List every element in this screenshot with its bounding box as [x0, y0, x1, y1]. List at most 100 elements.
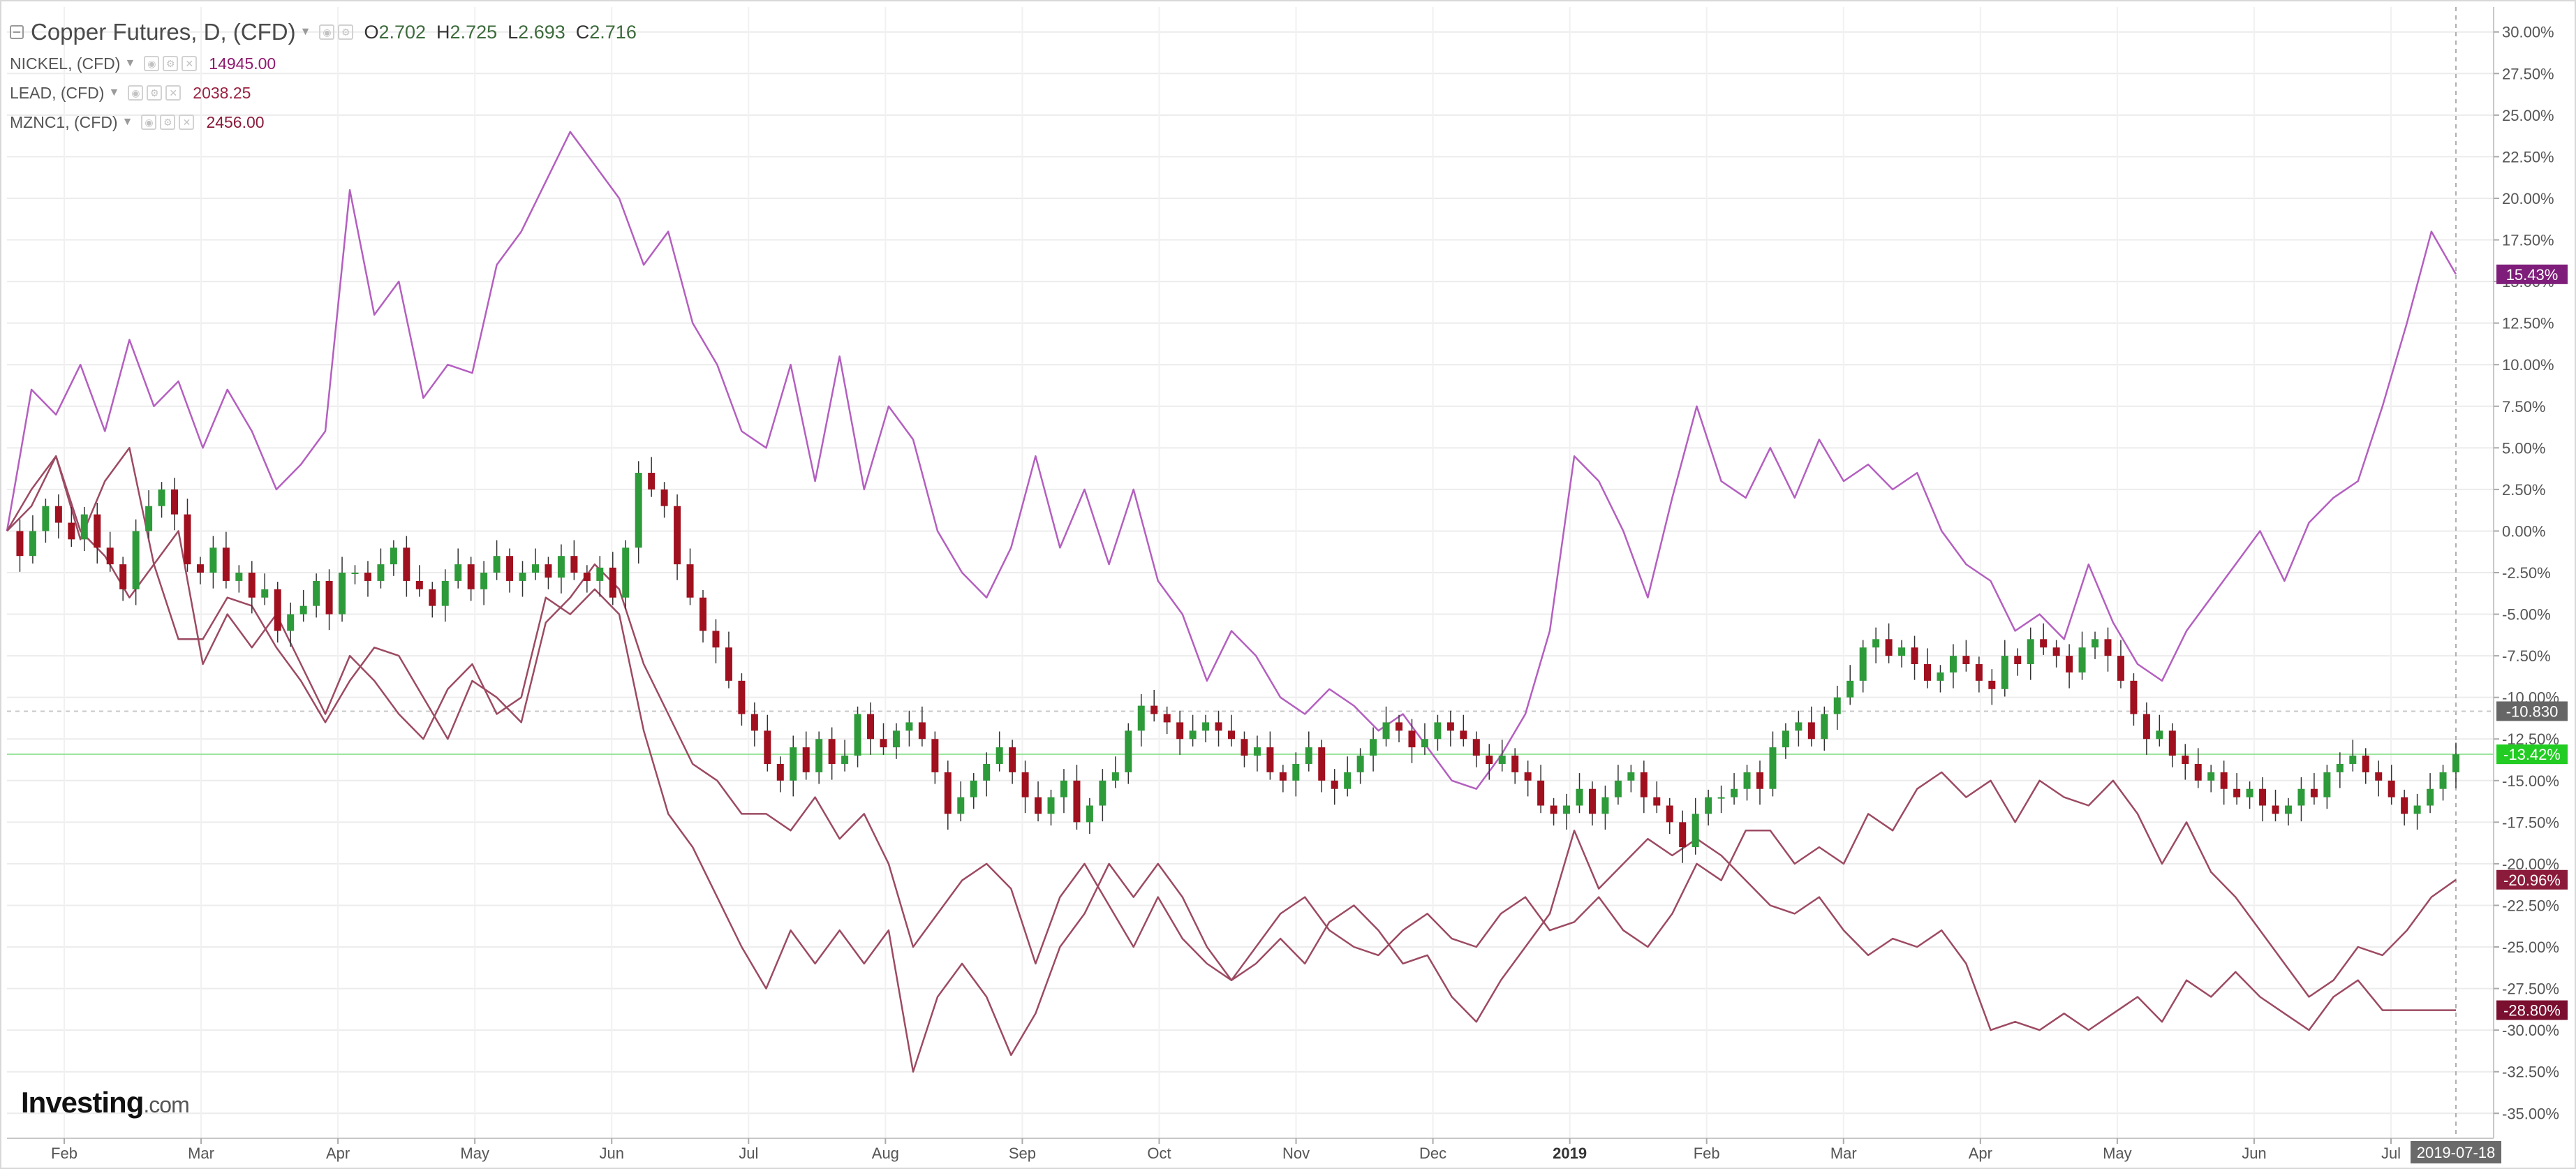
x-tick-label: Feb [51, 1145, 77, 1162]
last-value-badges: -10.830 15.43% -13.42% -20.96% -28.80% 2019-0… [2411, 264, 2568, 1163]
candle-body [2297, 788, 2305, 806]
x-tick-label: Jun [2242, 1145, 2266, 1162]
candle-body [699, 597, 707, 631]
copper-candles [16, 457, 2459, 863]
candle-body [29, 531, 36, 557]
candle-body [506, 556, 514, 581]
chevron-down-icon[interactable]: ▼ [121, 116, 133, 128]
grid [7, 7, 2494, 1138]
badge-lead-bg [2496, 869, 2568, 890]
candle-body [2052, 647, 2060, 656]
x-tick-label: Mar [188, 1145, 214, 1162]
gear-icon[interactable]: ⚙ [163, 56, 179, 71]
candle-body [519, 573, 526, 581]
legend-label-zinc[interactable]: MZNC1, (CFD) [10, 112, 118, 131]
candle-body [828, 739, 836, 764]
eye-icon[interactable]: ◉ [128, 85, 144, 101]
candle-body [441, 580, 449, 606]
candle-body [1202, 722, 1210, 731]
candle-body [2156, 730, 2163, 740]
candle-body [1614, 780, 1622, 797]
candle-body [1125, 730, 1132, 772]
high-label: H [436, 21, 450, 43]
candle-body [2427, 788, 2434, 806]
candle-body [1666, 805, 1673, 823]
candle-body [106, 547, 114, 565]
eye-icon[interactable]: ◉ [319, 24, 335, 40]
y-tick-label: 2.50% [2502, 481, 2545, 499]
candle-body [1731, 788, 1738, 797]
high-value: 2.725 [450, 21, 498, 43]
candle-body [1318, 747, 1326, 781]
eye-icon[interactable]: ◉ [141, 115, 157, 130]
candle-body [841, 756, 849, 764]
collapse-legend-icon[interactable] [10, 25, 24, 39]
x-axis[interactable]: Feb Mar Apr May Jun Jul Aug Sep Oct Nov Dec 2019 Feb… [51, 1138, 2401, 1162]
y-tick-label: -25.00% [2502, 939, 2559, 956]
candle-body [1846, 680, 1854, 698]
candle-body [1073, 780, 1081, 823]
crosshair-date-bg [2411, 1141, 2501, 1163]
candle-body [119, 564, 127, 589]
main-series-header: Copper Futures, D, (CFD) ▼ ◉ ⚙ O2.702 H2… [10, 15, 649, 49]
candle-body [2349, 756, 2357, 764]
candle-body [892, 730, 900, 748]
candle-body [995, 747, 1003, 764]
candle-body [1163, 714, 1171, 723]
candle-body [2078, 647, 2086, 672]
y-tick-label: -17.50% [2502, 814, 2559, 831]
candle-body [2284, 805, 2292, 814]
chevron-down-icon[interactable]: ▼ [299, 26, 311, 38]
candle-body [2310, 788, 2318, 797]
legend-label-nickel[interactable]: NICKEL, (CFD) [10, 54, 121, 73]
gear-icon[interactable]: ⚙ [338, 24, 354, 40]
badge-price-line: -10.830 [2506, 703, 2559, 720]
x-tick-label: Mar [1830, 1145, 1857, 1162]
candle-body [1331, 780, 1338, 789]
candle-body [1756, 772, 1763, 789]
candle-body [1241, 739, 1248, 756]
candle-body [1795, 722, 1803, 731]
candle-body [648, 473, 656, 490]
candle-body [1434, 722, 1442, 740]
y-tick-label: 10.00% [2502, 356, 2554, 374]
candle-body [609, 567, 616, 598]
close-icon[interactable]: ✕ [182, 56, 198, 71]
candle-body [2452, 754, 2459, 772]
candle-body [493, 556, 501, 573]
candle-body [983, 763, 991, 781]
main-series-title[interactable]: Copper Futures, D, (CFD) [31, 19, 296, 45]
close-icon[interactable]: ✕ [179, 115, 195, 130]
legend-row-nickel: NICKEL, (CFD) ▼ ◉ ⚙ ✕ 14945.00 [10, 49, 649, 78]
candle-body [1486, 756, 1493, 764]
candle-body [1421, 739, 1428, 748]
badge-zinc-bg [2496, 1000, 2568, 1020]
y-tick-label: 12.50% [2502, 315, 2554, 332]
candle-body [1009, 747, 1016, 772]
candle-body [1833, 697, 1841, 714]
y-tick-label: -30.00% [2502, 1022, 2559, 1039]
close-icon[interactable]: ✕ [165, 85, 182, 101]
chevron-down-icon[interactable]: ▼ [124, 57, 136, 69]
candle-body [1086, 805, 1093, 823]
legend-label-lead[interactable]: LEAD, (CFD) [10, 83, 105, 102]
candle-body [1189, 730, 1197, 740]
y-axis[interactable]: 30.00%27.50%25.00%22.50%20.00%17.50%15.0… [2494, 24, 2559, 1123]
candle-body [1807, 722, 1815, 740]
chevron-down-icon[interactable]: ▼ [108, 87, 120, 98]
candle-body [1627, 772, 1635, 781]
gear-icon[interactable]: ⚙ [147, 85, 163, 101]
candle-body [674, 506, 681, 565]
candle-body [54, 506, 62, 523]
candle-body [1988, 680, 1996, 689]
eye-icon[interactable]: ◉ [144, 56, 160, 71]
candle-body [725, 647, 732, 681]
candle-body [2130, 680, 2138, 714]
candle-body [1717, 797, 1725, 799]
candle-body [2040, 639, 2048, 648]
candle-body [583, 573, 591, 581]
badge-copper-bg [2496, 744, 2568, 765]
gear-icon[interactable]: ⚙ [160, 115, 176, 130]
